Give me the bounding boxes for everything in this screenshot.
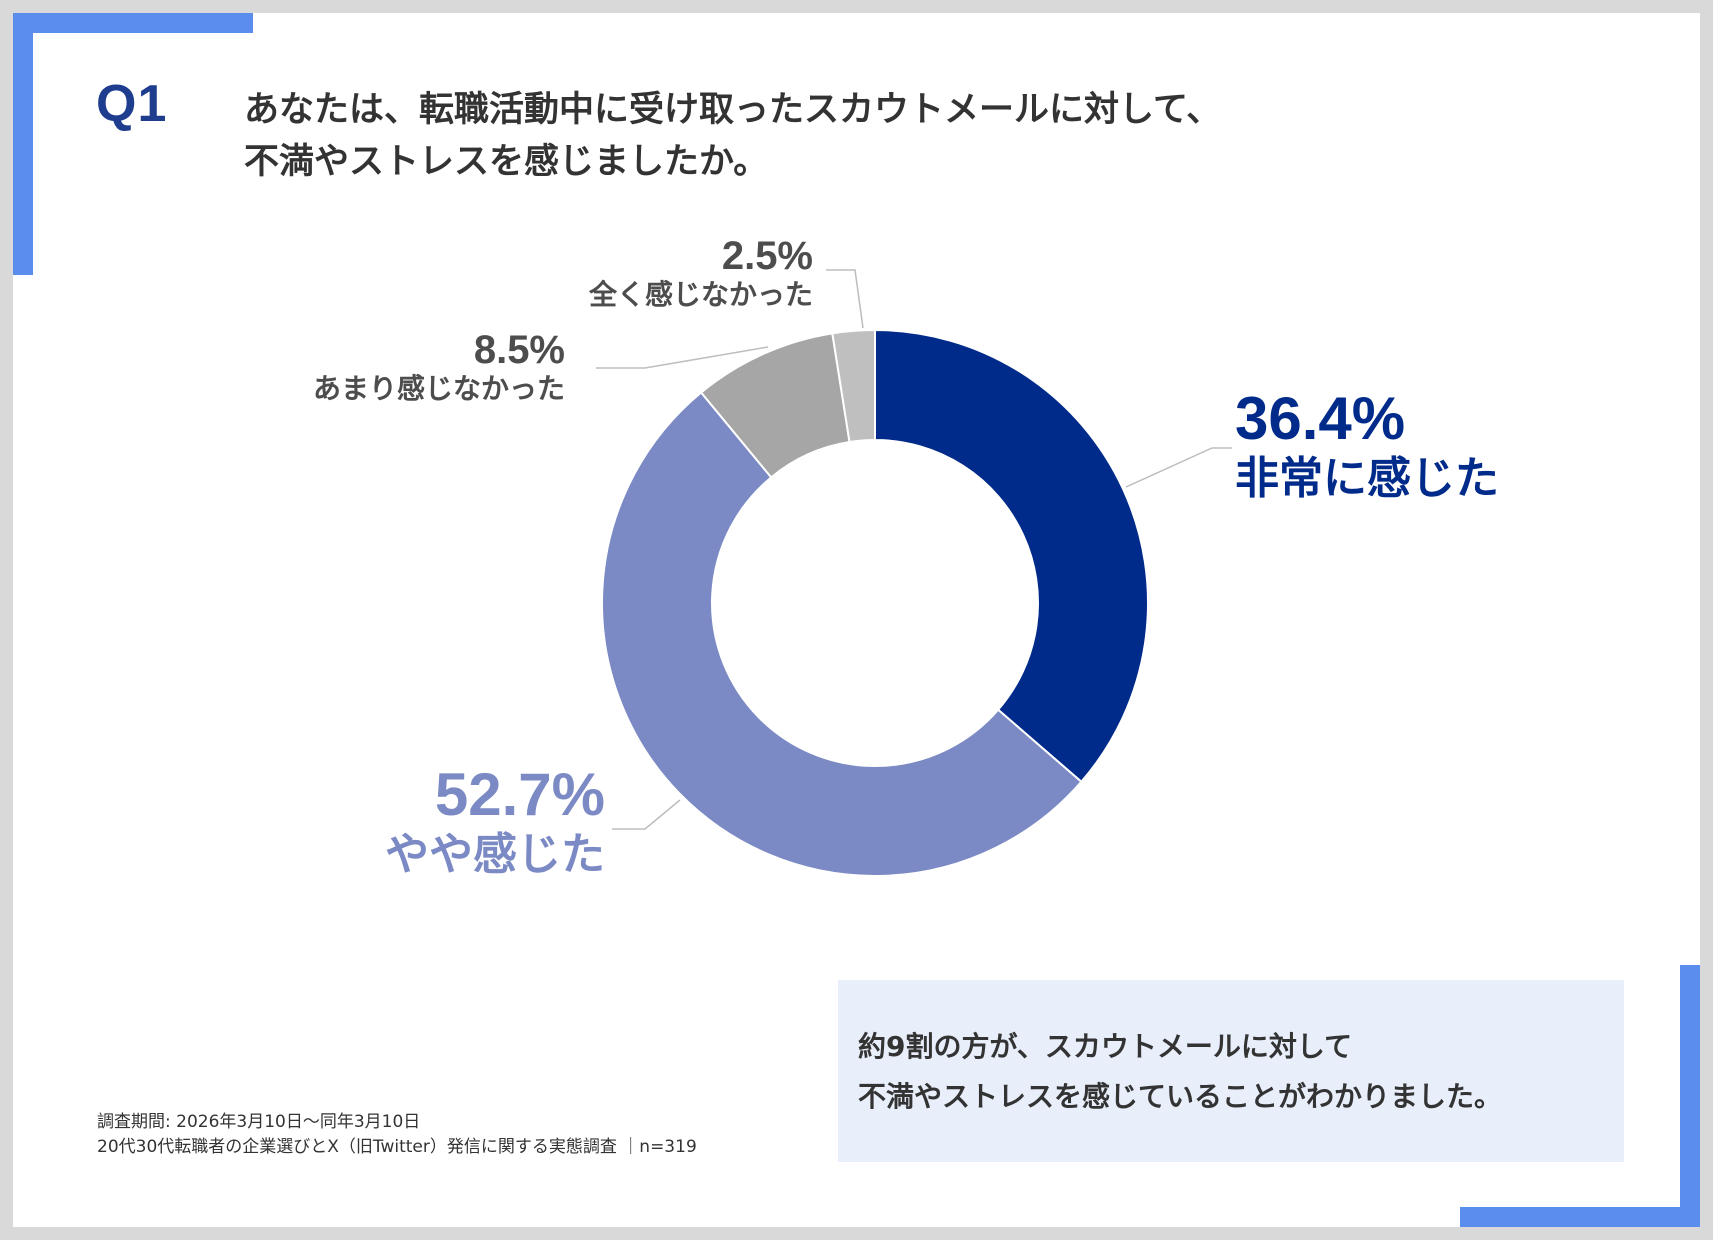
survey-title: 20代30代転職者の企業選びとX（旧Twitter）発信に関する実態調査 ｜n=…	[97, 1137, 697, 1157]
frame-accent-right	[1680, 965, 1700, 1227]
slice-not-at-all	[831, 328, 876, 444]
cat-not-at-all: 全く感じなかった	[588, 278, 813, 311]
label-very-much: 36.4% 非常に感じた	[1235, 388, 1499, 508]
pct-not-at-all: 2.5%	[721, 234, 813, 278]
frame-accent-bottom-right	[1460, 1207, 1700, 1227]
pct-not-much: 8.5%	[473, 328, 565, 372]
leader-line-s3	[826, 269, 864, 329]
cat-somewhat: やや感じた	[385, 829, 605, 880]
question-line-1: あなたは、転職活動中に受け取ったスカウトメールに対して、	[244, 90, 1222, 130]
label-not-much: 8.5% あまり感じなかった	[313, 329, 565, 407]
frame-accent-top-left	[13, 13, 253, 33]
cat-very-much: 非常に感じた	[1235, 453, 1499, 504]
slice-very-much	[874, 328, 1149, 784]
survey-footnote: 調査期間: 2026年3月10日～同年3月10日 20代30代転職者の企業選びと…	[97, 1110, 697, 1160]
pct-somewhat: 52.7%	[434, 761, 605, 828]
summary-box: 約9割の方が、スカウトメールに対して 不満やストレスを感じていることがわかりまし…	[838, 980, 1624, 1162]
summary-line-1: 約9割の方が、スカウトメールに対して	[858, 1030, 1353, 1063]
slice-somewhat	[601, 391, 1083, 877]
leader-line-s1	[612, 799, 681, 830]
label-somewhat: 52.7% やや感じた	[385, 764, 605, 884]
leader-line-s2	[596, 346, 769, 369]
leader-line-s0	[1125, 447, 1232, 488]
question-text: あなたは、転職活動中に受け取ったスカウトメールに対して、 不満やストレスを感じま…	[244, 84, 1221, 188]
question-number: Q1	[96, 75, 168, 133]
pct-very-much: 36.4%	[1235, 385, 1406, 452]
cat-not-much: あまり感じなかった	[312, 372, 565, 405]
question-line-2: 不満やストレスを感じましたか。	[244, 142, 769, 182]
frame-accent-left	[13, 13, 33, 275]
summary-line-2: 不満やストレスを感じていることがわかりました。	[858, 1080, 1503, 1113]
survey-period: 調査期間: 2026年3月10日～同年3月10日	[97, 1112, 421, 1132]
label-not-at-all: 2.5% 全く感じなかった	[589, 235, 813, 313]
